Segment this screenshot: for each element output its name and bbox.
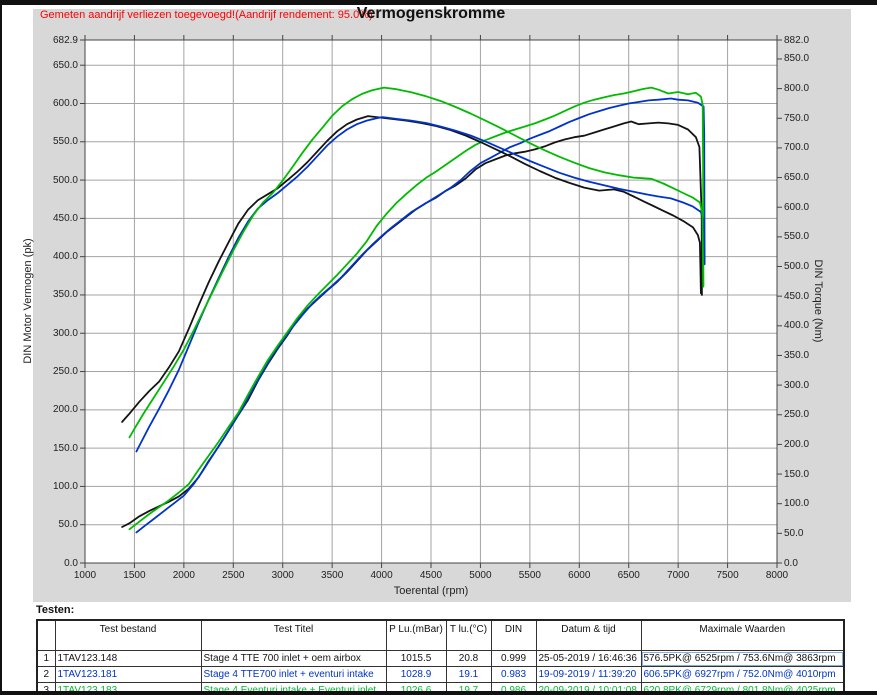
y-right-tick-label: 550.0 (784, 231, 810, 243)
y-left-tick-label: 200.0 (52, 404, 78, 416)
window-top-border (0, 0, 877, 5)
cell-din-factor[interactable]: 0.999 (490, 650, 537, 667)
y-right-tick-label: 500.0 (784, 261, 810, 272)
cell-test-title[interactable]: Stage 4 TTE 700 inlet + oem airbox (200, 650, 387, 667)
column-header (36, 619, 56, 651)
cell-din-factor[interactable]: 0.983 (490, 666, 537, 683)
y-right-tick-label: 200.0 (784, 438, 810, 450)
plot-frame (84, 39, 778, 564)
y-left-tick-label: 150.0 (52, 442, 78, 454)
x-tick-label: 6500 (617, 570, 640, 581)
cell-pressure[interactable]: 1015.5 (385, 650, 447, 667)
y-right-tick-label: 882.0 (784, 34, 810, 46)
y-right-tick-label: 250.0 (784, 409, 810, 421)
column-header: T lu.(°C) (445, 619, 492, 651)
column-header: Maximale Waarden (640, 619, 845, 651)
column-header: Test Titel (200, 619, 387, 651)
y-left-tick-label: 400.0 (52, 251, 78, 263)
cell-datetime[interactable]: 25-05-2019 / 16:46:36 (535, 650, 642, 667)
y-right-tick-label: 100.0 (784, 498, 810, 510)
cell-test-title[interactable]: Stage 4 TTE700 inlet + eventuri intake (200, 666, 387, 683)
window-left-border (0, 0, 2, 695)
x-tick-label: 7500 (716, 570, 739, 581)
y-left-tick-label: 550.0 (52, 136, 78, 148)
x-tick-label: 8000 (765, 570, 789, 581)
y-left-tick-label: 600.0 (52, 97, 78, 109)
y-right-tick-label: 850.0 (784, 53, 810, 65)
y-right-tick-label: 450.0 (784, 290, 810, 302)
y-left-tick-label: 100.0 (52, 480, 78, 492)
x-tick-label: 7000 (667, 570, 690, 581)
row-number[interactable]: 2 (36, 666, 56, 683)
y-right-tick-label: 600.0 (784, 201, 810, 213)
y-left-tick-label: 250.0 (52, 366, 78, 378)
x-tick-label: 5500 (518, 570, 541, 581)
y-right-tick-label: 300.0 (784, 379, 810, 391)
y-left-tick-label: 450.0 (52, 212, 78, 224)
y-left-tick-label: 300.0 (52, 327, 78, 339)
curve-torque-run3 (128, 86, 705, 439)
window-bottom-border (0, 691, 877, 695)
table-row[interactable]: 2 1TAV123.181 Stage 4 TTE700 inlet + event… (36, 666, 845, 683)
cell-datetime[interactable]: 19-09-2019 / 11:39:20 (535, 666, 642, 683)
y-axis-left-title: DIN Motor Vermogen (pk) (22, 238, 34, 364)
x-tick-label: 3000 (271, 570, 294, 581)
tests-table: Test bestand Test Titel P Lu.(mBar) T lu.(°… (36, 619, 845, 695)
y-right-tick-label: 750.0 (784, 112, 810, 124)
x-tick-label: 4500 (419, 570, 443, 581)
y-right-tick-label: 800.0 (784, 83, 810, 95)
cell-pressure[interactable]: 1028.9 (385, 666, 447, 683)
x-tick-label: 1500 (123, 570, 146, 581)
x-tick-label: 2000 (172, 570, 195, 581)
y-left-tick-label: 0.0 (64, 557, 78, 569)
x-tick-label: 1000 (73, 570, 97, 581)
y-left-tick-label: 350.0 (52, 289, 78, 301)
y-left-tick-label: 650.0 (52, 59, 78, 71)
cell-temperature[interactable]: 19.1 (445, 666, 492, 683)
y-left-tick-label: 682.9 (52, 34, 78, 46)
x-axis-title: Toerental (rpm) (393, 585, 469, 597)
y-right-tick-label: 650.0 (784, 172, 810, 184)
cell-test-file[interactable]: 1TAV123.148 (54, 650, 202, 667)
x-tick-label: 4000 (370, 570, 393, 581)
column-header: Datum & tijd (535, 619, 642, 651)
cell-temperature[interactable]: 20.8 (445, 650, 492, 667)
y-right-tick-label: 350.0 (784, 349, 810, 361)
y-right-tick-label: 700.0 (784, 142, 810, 154)
cell-max-values[interactable]: 576.5PK@ 6525rpm / 753.6Nm@ 3863rpm (640, 650, 845, 667)
column-header: Test bestand (54, 619, 202, 651)
x-tick-label: 6000 (568, 570, 591, 581)
y-right-tick-label: 400.0 (784, 320, 810, 332)
tests-section-label: Testen: (36, 604, 75, 616)
cell-test-file[interactable]: 1TAV123.181 (54, 666, 202, 683)
table-header-row: Test bestand Test Titel P Lu.(mBar) T lu.(°… (36, 619, 845, 651)
y-right-tick-label: 0.0 (784, 557, 798, 569)
x-tick-label: 3500 (321, 570, 344, 581)
x-tick-label: 2500 (222, 570, 245, 581)
drivetrain-loss-annotation: Gemeten aandrijf verliezen toegevoegd!(A… (40, 9, 373, 21)
x-tick-label: 5000 (469, 570, 492, 581)
y-left-tick-label: 50.0 (58, 519, 78, 531)
dyno-plot (80, 35, 782, 568)
table-row[interactable]: 1 1TAV123.148 Stage 4 TTE 700 inlet + oem … (36, 650, 845, 667)
chart-title: Vermogenskromme (356, 5, 506, 22)
column-header: P Lu.(mBar) (385, 619, 447, 651)
cell-max-values[interactable]: 606.5PK@ 6927rpm / 752.0Nm@ 4010rpm (640, 666, 845, 683)
y-right-tick-label: 50.0 (784, 527, 804, 539)
curve-power-run2 (135, 97, 706, 534)
row-number[interactable]: 1 (36, 650, 56, 667)
y-right-tick-label: 150.0 (784, 468, 810, 480)
curve-power-run3 (128, 86, 705, 531)
y-left-tick-label: 500.0 (52, 174, 78, 186)
column-header: DIN (490, 619, 537, 651)
